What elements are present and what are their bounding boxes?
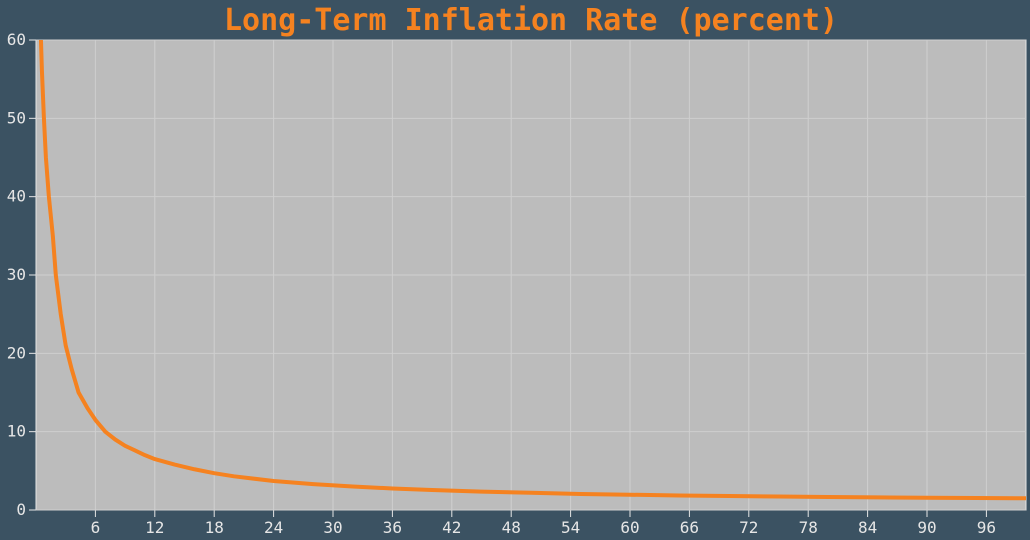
inflation-line-chart: 6 12 18 24 30 36 42 48 54 60 66 72 78 84 90 96 0 10 20 30 40… <box>0 0 1030 540</box>
y-tick-label: 20 <box>7 343 26 362</box>
x-tick-label: 54 <box>561 518 580 537</box>
y-tick-label: 0 <box>16 500 26 519</box>
x-tick-label: 96 <box>977 518 996 537</box>
y-tick-label: 60 <box>7 30 26 49</box>
x-tick-label: 48 <box>502 518 521 537</box>
y-tick-label: 10 <box>7 422 26 441</box>
x-tick-label: 66 <box>680 518 699 537</box>
x-tick-label: 12 <box>145 518 164 537</box>
x-tick-label: 78 <box>799 518 818 537</box>
x-tick-label: 72 <box>739 518 758 537</box>
x-tick-label: 60 <box>620 518 639 537</box>
x-tick-label: 30 <box>323 518 342 537</box>
x-tick-label: 24 <box>264 518 283 537</box>
x-tick-label: 6 <box>91 518 101 537</box>
x-tick-label: 90 <box>917 518 936 537</box>
y-tick-label: 50 <box>7 108 26 127</box>
y-tick-label: 30 <box>7 265 26 284</box>
x-tick-label: 18 <box>205 518 224 537</box>
x-tick-label: 42 <box>442 518 461 537</box>
x-tick-label: 84 <box>858 518 877 537</box>
y-tick-label: 40 <box>7 187 26 206</box>
chart-container: 6 12 18 24 30 36 42 48 54 60 66 72 78 84 90 96 0 10 20 30 40… <box>0 0 1030 540</box>
chart-title: Long-Term Inflation Rate (percent) <box>224 3 838 38</box>
x-tick-label: 36 <box>383 518 402 537</box>
